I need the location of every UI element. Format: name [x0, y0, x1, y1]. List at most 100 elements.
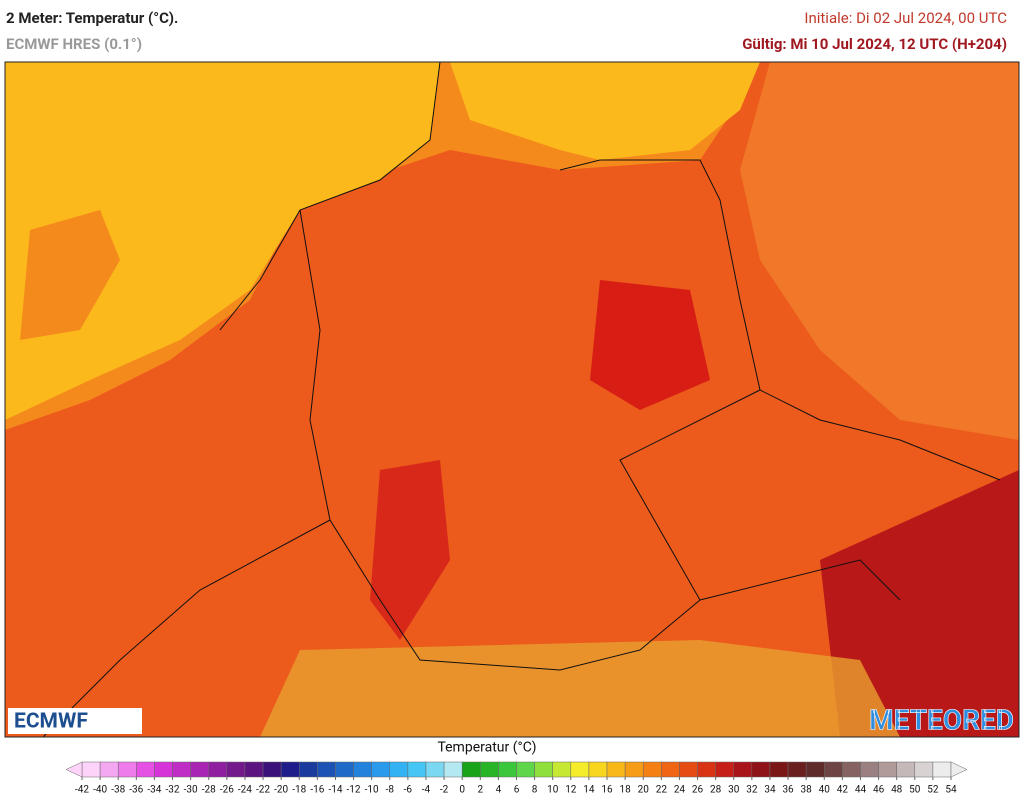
- colorbar-tick-label: -18: [292, 785, 306, 796]
- colorbar-tick-label: 44: [855, 785, 867, 796]
- colorbar-swatch: [516, 761, 535, 778]
- colorbar-tick-label: -32: [166, 785, 180, 796]
- borders: [42, 62, 1001, 737]
- map: ECMWF METEORED: [4, 61, 1020, 738]
- title: 2 Meter: Temperatur (°C).: [6, 9, 178, 27]
- colorbar-tick-label: -24: [238, 785, 252, 796]
- colorbar-tick-label: 14: [583, 785, 595, 796]
- colorbar-swatch: [914, 761, 934, 778]
- colorbar-tick-label: 50: [909, 785, 921, 796]
- colorbar-swatch: [932, 761, 952, 778]
- colorbar-tick-label: 46: [873, 785, 885, 796]
- colorbar-tick-label: 48: [891, 785, 903, 796]
- colorbar-swatch: [244, 761, 264, 778]
- colorbar-swatch: [99, 761, 119, 778]
- colorbar-tick-label: 40: [819, 785, 831, 796]
- colorbar-tick-label: 10: [547, 785, 559, 796]
- colorbar-swatch: [769, 761, 789, 778]
- colorbar-tick-label: -40: [93, 785, 107, 796]
- colorbar-tick-label: -38: [111, 785, 125, 796]
- colorbar-swatch: [335, 761, 354, 778]
- colorbar-tick-label: 6: [514, 785, 520, 796]
- colorbar-tick-label: -30: [184, 785, 198, 796]
- colorbar: -42 -40 -38 -36 -34 -32 -30 -28 -26 -24 -22 -20 -18-…: [65, 761, 968, 796]
- hot-zone: [590, 280, 710, 410]
- colorbar-tick-label: 30: [728, 785, 740, 796]
- init-time: Initiale: Di 02 Jul 2024, 00 UTC: [804, 9, 1007, 27]
- colorbar-swatch: [117, 761, 137, 778]
- colorbar-tick-label: -8: [386, 785, 395, 796]
- colorbar-swatch: [371, 761, 391, 778]
- logo-box: [8, 708, 142, 734]
- warm-zone: [740, 62, 1019, 440]
- colorbar-swatch: [842, 761, 861, 778]
- colorbar-swatch: [172, 761, 191, 778]
- sea-zone: [5, 62, 440, 420]
- colorbar-swatch: [443, 761, 463, 778]
- colorbar-arrow-high: [950, 761, 968, 778]
- colorbar-swatch: [425, 761, 445, 778]
- colorbar-swatch: [570, 761, 590, 778]
- colorbar-tick-label: 20: [638, 785, 650, 796]
- colorbar-tick-label: 38: [801, 785, 813, 796]
- colorbar-tick-label: 52: [927, 785, 939, 796]
- colorbar-arrow-low: [65, 761, 83, 778]
- logo-ecmwf: ECMWF: [14, 710, 88, 734]
- colorbar-tick-label: 16: [601, 785, 613, 796]
- colorbar-swatch: [606, 761, 626, 778]
- map-frame: [4, 61, 1020, 738]
- colorbar-tick-label: 54: [945, 785, 957, 796]
- colorbar-tick-label: 2: [477, 785, 483, 796]
- colorbar-swatch: [280, 761, 300, 778]
- colorbar-swatch: [389, 761, 409, 778]
- colorbar-tick-label: -36: [129, 785, 143, 796]
- colorbar-tick-label: 12: [565, 785, 577, 796]
- colorbar-tick-label: 28: [710, 785, 722, 796]
- colorbar-swatch: [461, 761, 481, 778]
- colorbar-title: Temperatur (°C): [437, 740, 536, 756]
- colorbar-swatch: [299, 761, 318, 778]
- colorbar-swatch: [751, 761, 771, 778]
- colorbar-tick-label: 24: [674, 785, 686, 796]
- land-zone: [20, 210, 120, 340]
- colorbar-tick-label: 18: [620, 785, 632, 796]
- colorbar-swatch: [860, 761, 879, 778]
- colorbar-swatch: [226, 761, 246, 778]
- colorbar-tick-label: -12: [347, 785, 361, 796]
- colorbar-swatch: [588, 761, 608, 778]
- colorbar-tick-label: 42: [837, 785, 849, 796]
- colorbar-swatch: [679, 761, 698, 778]
- colorbar-swatch: [190, 761, 209, 778]
- colorbar-swatch: [353, 761, 372, 778]
- colorbar-swatch: [317, 761, 336, 778]
- colorbar-swatch: [697, 761, 716, 778]
- colorbar-tick-label: -22: [256, 785, 270, 796]
- hot-zone: [820, 470, 1019, 737]
- colorbar-tick-label: 36: [782, 785, 794, 796]
- colorbar-tick-label: 0: [459, 785, 465, 796]
- colorbar-swatch: [81, 761, 101, 778]
- colorbar-swatch: [787, 761, 807, 778]
- colorbar-swatch: [733, 761, 753, 778]
- colorbar-swatch: [624, 761, 644, 778]
- colorbar-swatch: [262, 761, 282, 778]
- colorbar-tick-label: -20: [274, 785, 288, 796]
- colorbar-tick-label: -4: [422, 785, 431, 796]
- colorbar-swatch: [661, 761, 680, 778]
- colorbar-swatch: [534, 761, 553, 778]
- colorbar-tick-label: 4: [496, 785, 502, 796]
- colorbar-tick-label: -16: [310, 785, 324, 796]
- colorbar-tick-label: -14: [328, 785, 342, 796]
- logo-meteored: METEORED: [869, 703, 1014, 736]
- colorbar-tick-label: 34: [764, 785, 776, 796]
- sea-zone: [450, 62, 760, 160]
- colorbar-swatch: [498, 761, 517, 778]
- colorbar-tick-label: -6: [404, 785, 413, 796]
- colorbar-swatch: [715, 761, 734, 778]
- colorbar-tick-label: -28: [202, 785, 216, 796]
- colorbar-swatch: [878, 761, 897, 778]
- hot-zone: [370, 460, 450, 640]
- valid-time: Gültig: Mi 10 Jul 2024, 12 UTC (H+204): [742, 35, 1007, 53]
- colorbar-swatch: [805, 761, 825, 778]
